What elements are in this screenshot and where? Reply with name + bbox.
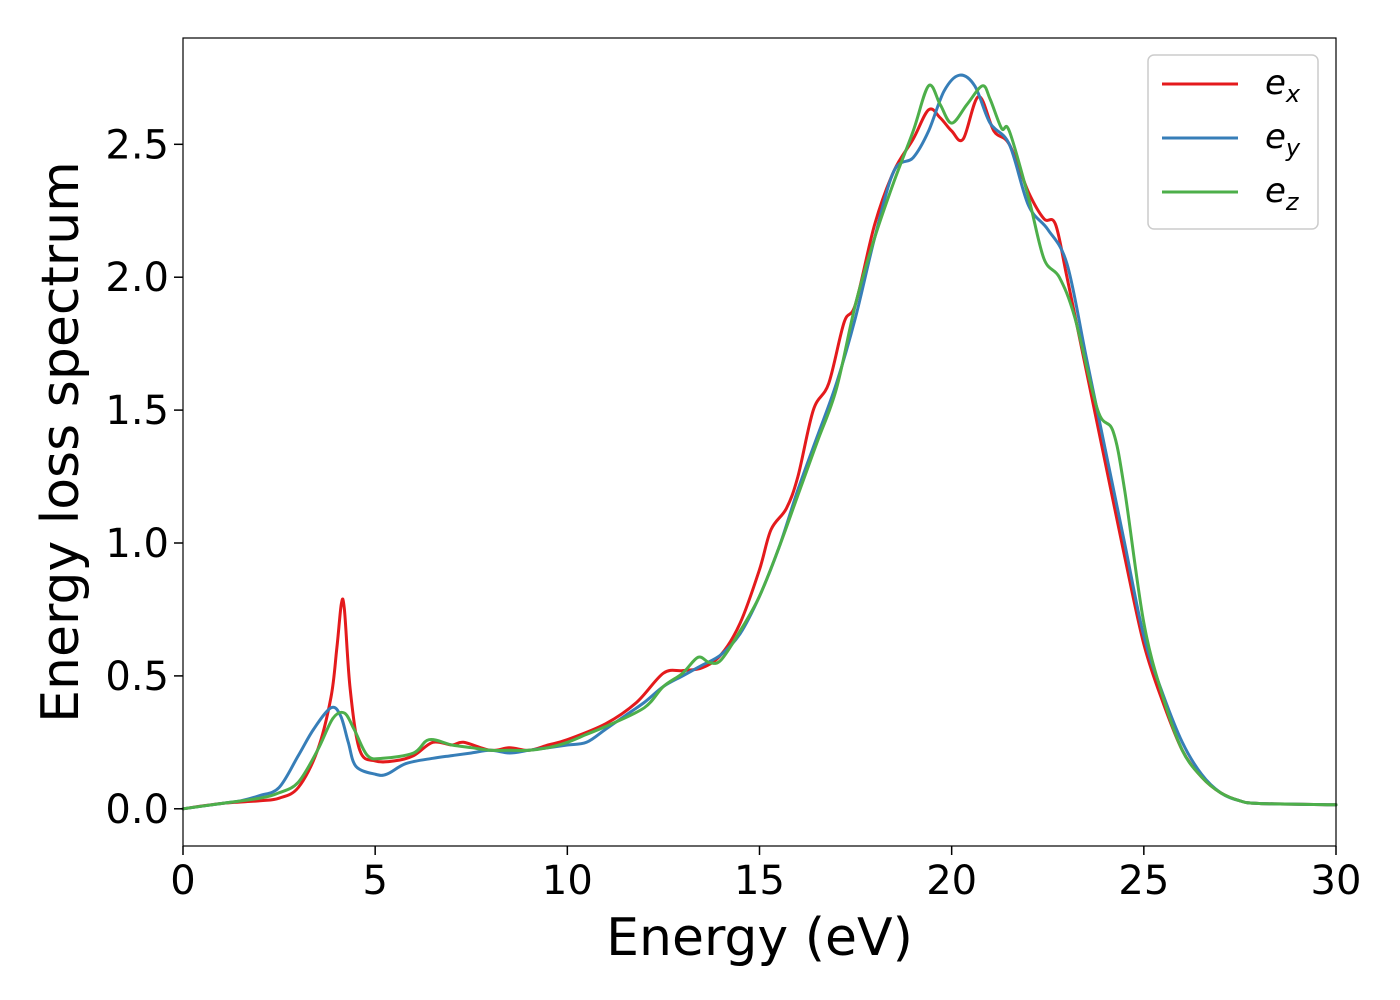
series-layer [181,73,1338,811]
y-tick-label: 0.5 [105,654,169,700]
series-line-z [181,83,1338,811]
x-tick-label: 15 [734,858,785,904]
x-tick-label: 5 [362,858,387,904]
legend: ex ey ez [1147,54,1319,230]
x-tick-label: 20 [926,858,977,904]
y-tick-label: 1.5 [105,388,169,434]
y-tick-label: 1.0 [105,521,169,567]
x-tick-label: 30 [1311,858,1362,904]
x-axis: 0 5 10 15 20 25 30 [170,846,1361,904]
plot-background [183,38,1336,846]
x-axis-title: Energy (eV) [606,908,913,968]
legend-label-x: ex [1265,63,1301,108]
x-tick-label: 0 [170,858,195,904]
y-axis-title: Energy loss spectrum [31,161,91,723]
y-axis: 0.0 0.5 1.0 1.5 2.0 2.5 [105,122,183,833]
y-tick-label: 0.0 [105,787,169,833]
x-tick-label: 25 [1118,858,1169,904]
legend-label-y: ey [1265,117,1301,162]
x-tick-label: 10 [542,858,593,904]
legend-box [1147,54,1319,230]
y-tick-label: 2.0 [105,255,169,301]
y-tick-label: 2.5 [105,122,169,168]
legend-label-z: ez [1265,171,1300,216]
